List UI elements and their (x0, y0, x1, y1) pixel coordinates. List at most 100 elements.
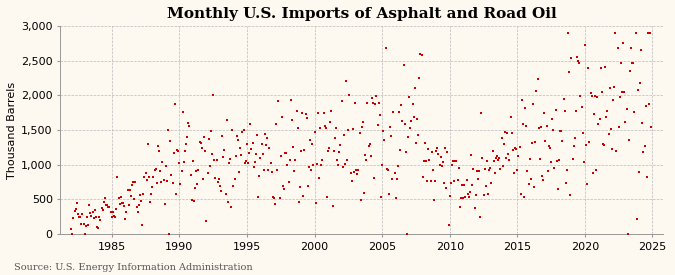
Point (568, 144, 579, 148)
Point (236, 153, 246, 158)
Point (400, 150, 411, 154)
Point (209, 158, 219, 162)
Point (261, 143, 271, 148)
Point (212, 180, 223, 185)
Point (619, 90, 630, 95)
Point (643, 31, 653, 35)
Point (592, 95, 603, 99)
Point (137, 223, 148, 227)
Point (334, 150, 345, 154)
Point (292, 125, 303, 130)
Point (229, 177, 240, 181)
Point (470, 193, 481, 197)
Point (166, 173, 177, 177)
Point (599, 143, 610, 147)
Point (259, 167, 269, 172)
Point (370, 102, 381, 106)
Point (591, 167, 601, 172)
Point (282, 163, 293, 167)
Point (227, 128, 238, 133)
Point (198, 177, 209, 181)
Point (121, 210, 132, 215)
Point (518, 122, 529, 127)
Point (543, 144, 554, 148)
Point (379, 138, 389, 142)
Point (169, 102, 180, 106)
Point (549, 166, 560, 170)
Point (112, 175, 123, 179)
Point (104, 205, 115, 209)
Point (560, 181, 571, 185)
Point (304, 165, 315, 169)
Point (213, 177, 224, 181)
Point (552, 187, 563, 191)
Point (284, 158, 295, 163)
Point (430, 178, 441, 183)
Point (136, 199, 146, 204)
Point (462, 191, 473, 196)
Point (523, 182, 534, 186)
Point (467, 183, 478, 187)
Point (510, 146, 520, 151)
Point (111, 207, 122, 211)
Point (144, 200, 155, 204)
Point (218, 155, 229, 160)
Point (405, 126, 416, 131)
Point (412, 116, 423, 121)
Point (279, 186, 290, 191)
Point (416, 53, 427, 57)
Point (471, 169, 482, 174)
Point (134, 193, 145, 197)
Point (277, 184, 288, 188)
Point (140, 171, 151, 175)
Point (431, 149, 441, 153)
Point (404, 95, 414, 99)
Point (286, 98, 296, 102)
Point (526, 141, 537, 146)
Point (299, 148, 310, 152)
Point (273, 98, 284, 103)
Point (297, 111, 308, 115)
Point (191, 168, 202, 173)
Point (272, 167, 283, 172)
Point (188, 199, 199, 203)
Point (270, 202, 281, 207)
Point (372, 122, 383, 127)
Point (538, 178, 549, 183)
Point (369, 176, 379, 180)
Point (134, 203, 144, 207)
Point (94, 215, 105, 219)
Point (67, 232, 78, 236)
Point (252, 133, 263, 137)
Point (440, 146, 451, 150)
Point (632, 88, 643, 93)
Point (441, 186, 452, 190)
Point (346, 179, 357, 183)
Point (491, 156, 502, 160)
Point (326, 109, 337, 113)
Point (119, 204, 130, 208)
Point (193, 168, 204, 173)
Point (215, 189, 226, 194)
Point (345, 171, 356, 175)
Point (377, 163, 387, 167)
Point (333, 163, 344, 167)
Point (358, 119, 369, 124)
Point (100, 195, 111, 200)
Point (609, 85, 620, 89)
Point (354, 131, 365, 135)
Point (318, 111, 329, 115)
Point (176, 168, 187, 173)
Point (363, 144, 374, 148)
Point (532, 77, 543, 82)
Point (611, 148, 622, 153)
Point (331, 126, 342, 130)
Point (291, 109, 302, 113)
Point (477, 156, 488, 161)
Point (417, 175, 428, 179)
Point (196, 146, 207, 150)
Point (589, 112, 599, 116)
Point (360, 153, 371, 158)
Point (524, 157, 535, 161)
Point (247, 141, 258, 145)
